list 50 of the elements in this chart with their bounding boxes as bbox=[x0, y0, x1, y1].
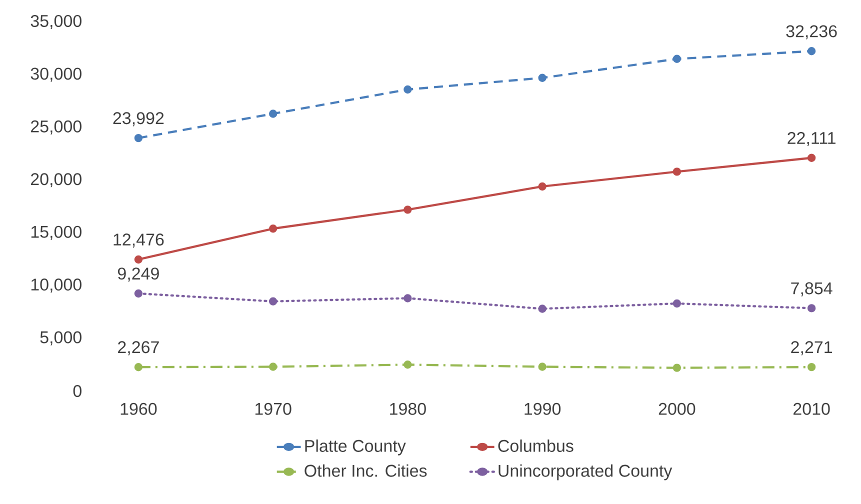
point bbox=[134, 134, 143, 142]
data-label: 2,271 bbox=[791, 341, 832, 356]
point bbox=[807, 304, 816, 312]
point bbox=[538, 362, 546, 371]
legend-label: Platte County bbox=[305, 439, 406, 456]
point bbox=[404, 360, 412, 369]
point bbox=[672, 299, 682, 308]
point bbox=[538, 304, 546, 313]
point bbox=[672, 364, 682, 372]
x-tick-label: 1970 bbox=[255, 402, 292, 415]
point bbox=[134, 255, 143, 264]
data-label: 7,854 bbox=[791, 282, 832, 296]
point bbox=[807, 47, 816, 56]
y-tick-label: 10,000 bbox=[31, 278, 82, 293]
point bbox=[672, 54, 682, 64]
data-label: 2,267 bbox=[118, 341, 159, 356]
point bbox=[404, 85, 412, 94]
y-tick-label: 5,000 bbox=[40, 331, 82, 346]
point bbox=[134, 363, 143, 372]
point bbox=[807, 362, 816, 372]
x-tick-label: 2000 bbox=[658, 402, 696, 415]
y-tick-label: 35,000 bbox=[30, 14, 82, 30]
legend-label: Other Inc. Cities bbox=[304, 464, 427, 477]
point bbox=[538, 182, 546, 191]
point bbox=[672, 168, 682, 176]
x-tick-label: 1980 bbox=[390, 402, 426, 415]
legend-label: Columbus bbox=[498, 439, 574, 452]
point bbox=[404, 206, 412, 214]
y-tick-label: 25,000 bbox=[31, 120, 82, 134]
point bbox=[268, 110, 278, 118]
point bbox=[538, 74, 546, 82]
y-tick-label: 0 bbox=[73, 384, 82, 398]
point bbox=[404, 294, 412, 302]
data-label: 23,992 bbox=[113, 112, 164, 126]
data-label: 9,249 bbox=[118, 268, 159, 282]
x-tick-label: 1990 bbox=[524, 402, 561, 415]
point bbox=[807, 154, 816, 162]
point bbox=[134, 289, 143, 298]
point bbox=[268, 224, 278, 233]
data-label: 32,236 bbox=[786, 25, 837, 40]
y-tick-label: 20,000 bbox=[31, 173, 82, 188]
point bbox=[268, 297, 278, 306]
legend-label: Unincorporated County bbox=[498, 464, 672, 480]
y-tick-label: 15,000 bbox=[31, 226, 82, 240]
data-label: 22,111 bbox=[788, 132, 836, 146]
y-tick-label: 30,000 bbox=[30, 68, 82, 82]
x-tick-label: 2010 bbox=[794, 402, 830, 415]
data-label: 12,476 bbox=[114, 234, 164, 248]
x-tick-label: 1960 bbox=[120, 402, 157, 415]
point bbox=[268, 362, 278, 371]
